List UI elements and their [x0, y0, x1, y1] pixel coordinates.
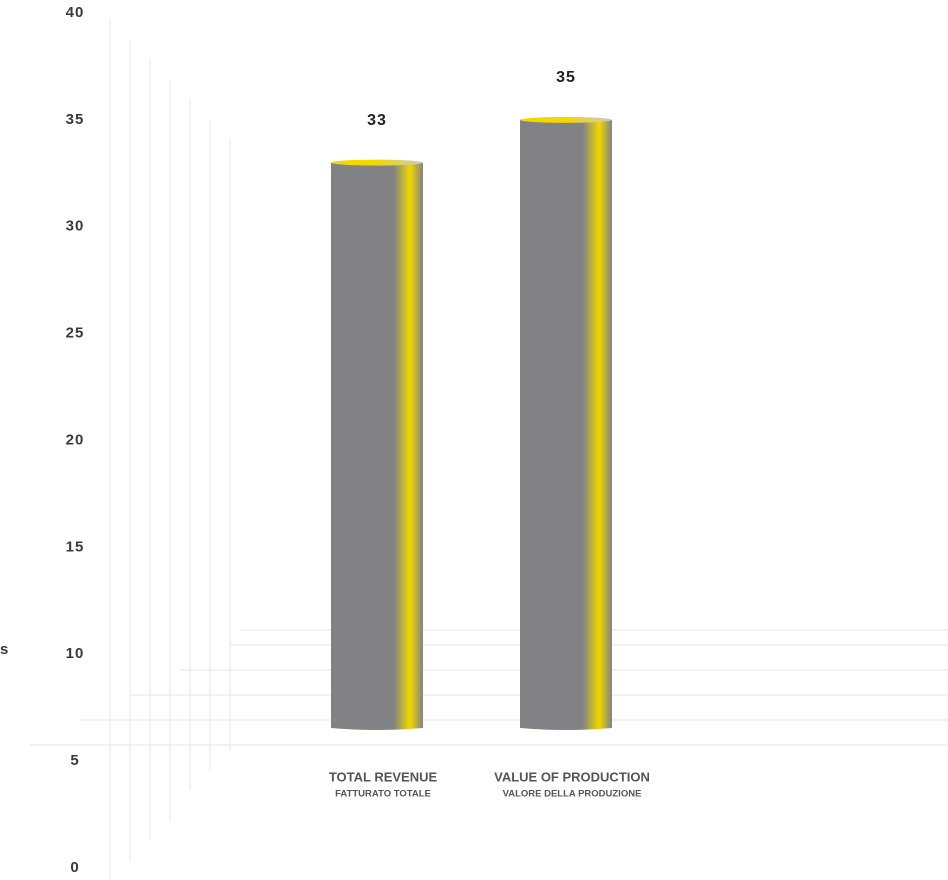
- y-axis-label: s: [0, 641, 9, 658]
- y-tick-label: 20: [66, 431, 85, 448]
- y-tick-label: 10: [66, 645, 85, 662]
- x-tick-sublabel: VALORE DELLA PRODUZIONE: [503, 789, 642, 800]
- y-tick-label: 0: [70, 859, 79, 876]
- bar: [520, 119, 612, 730]
- x-tick-label: VALUE OF PRODUCTION: [494, 769, 650, 784]
- y-tick-label: 25: [66, 325, 85, 342]
- value-label: 33: [367, 112, 387, 129]
- bar-cap: [520, 116, 612, 123]
- y-tick-label: 5: [70, 752, 79, 769]
- y-tick-label: 15: [66, 538, 85, 555]
- y-tick-label: 40: [66, 4, 85, 21]
- x-tick-label: TOTAL REVENUE: [329, 769, 438, 784]
- decor-grid: [30, 20, 948, 880]
- x-tick-sublabel: FATTURATO TOTALE: [335, 789, 431, 800]
- bar: [331, 162, 423, 730]
- y-tick-label: 30: [66, 218, 85, 235]
- value-label: 35: [556, 69, 576, 86]
- y-tick-label: 35: [66, 111, 85, 128]
- bar-cap: [331, 159, 423, 166]
